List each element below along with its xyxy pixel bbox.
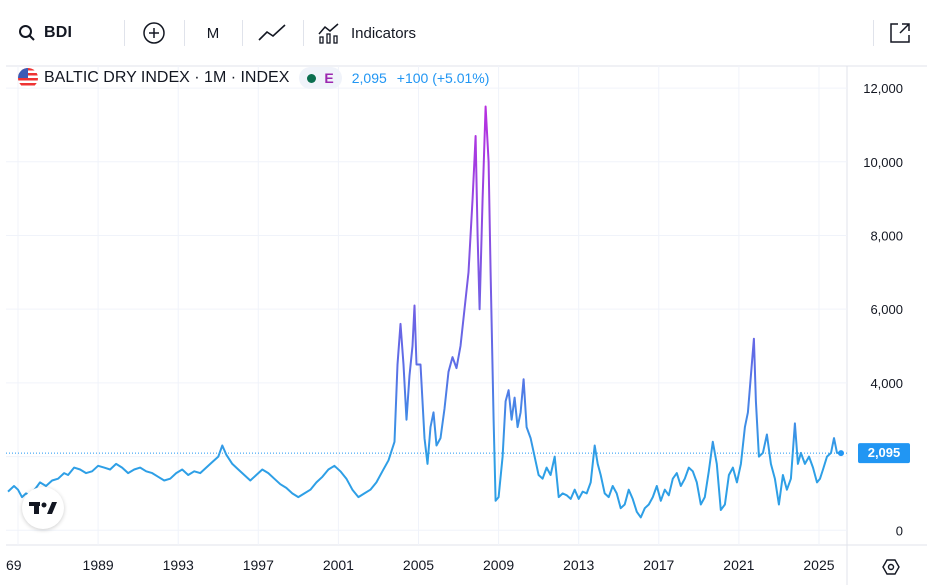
- add-symbol-icon: [143, 22, 165, 44]
- symbol-search[interactable]: BDI: [18, 20, 72, 46]
- indicators-icon: [318, 23, 339, 44]
- search-icon: [19, 25, 35, 41]
- separator: [242, 20, 243, 46]
- x-tick-label: 1997: [243, 557, 274, 573]
- last-point-marker: [837, 450, 844, 457]
- separator: [124, 20, 125, 46]
- x-tick-label: 2009: [483, 557, 514, 573]
- line-chart-icon: [258, 24, 286, 41]
- last-value: 2,095: [351, 70, 387, 86]
- market-status-dot: [307, 73, 317, 83]
- x-tick-label: 2025: [803, 557, 834, 573]
- price-axis-label-bg: [858, 443, 910, 464]
- y-tick-label: 0: [896, 523, 903, 538]
- tradingview-logo-icon: [29, 502, 57, 514]
- x-tick-label: 1993: [163, 557, 194, 573]
- symbol-label: BDI: [44, 24, 73, 41]
- settings-button[interactable]: [880, 556, 902, 578]
- separator: [873, 20, 874, 46]
- change-value: +100 (+5.01%): [396, 70, 490, 86]
- compare-button[interactable]: [138, 18, 170, 48]
- chart-legend: BALTIC DRY INDEX · 1M · INDEX E 2,095 +1…: [18, 66, 489, 90]
- fullscreen-button[interactable]: [884, 18, 916, 48]
- y-tick-label: 10,000: [863, 155, 903, 170]
- fullscreen-icon: [890, 23, 910, 43]
- indicators-button[interactable]: Indicators: [317, 18, 437, 48]
- separator: [184, 20, 185, 46]
- price-axis-label: 2,095: [867, 445, 901, 461]
- x-tick-label: 69: [6, 557, 22, 573]
- tradingview-logo[interactable]: [22, 487, 64, 529]
- y-tick-label: 8,000: [870, 228, 903, 243]
- x-tick-label: 2021: [723, 557, 754, 573]
- interval-button[interactable]: M: [206, 24, 220, 42]
- x-tick-label: 2017: [643, 557, 674, 573]
- x-tick-label: 2001: [323, 557, 354, 573]
- legend-title: BALTIC DRY INDEX · 1M · INDEX: [44, 69, 290, 86]
- y-tick-label: 12,000: [863, 81, 903, 96]
- status-pill[interactable]: E: [299, 67, 342, 89]
- us-flag-icon: [18, 68, 38, 88]
- x-tick-label: 2005: [403, 557, 434, 573]
- earnings-badge: E: [324, 70, 334, 86]
- series-line: [7, 105, 842, 519]
- x-tick-label: 2013: [563, 557, 594, 573]
- chart-type-button[interactable]: [255, 18, 289, 48]
- separator: [303, 20, 304, 46]
- y-tick-label: 4,000: [870, 376, 903, 391]
- y-tick-label: 6,000: [870, 302, 903, 317]
- settings-icon: [882, 559, 900, 575]
- top-toolbar: BDI M Indicators: [0, 0, 927, 66]
- x-tick-label: 1989: [83, 557, 114, 573]
- indicators-label: Indicators: [351, 24, 417, 42]
